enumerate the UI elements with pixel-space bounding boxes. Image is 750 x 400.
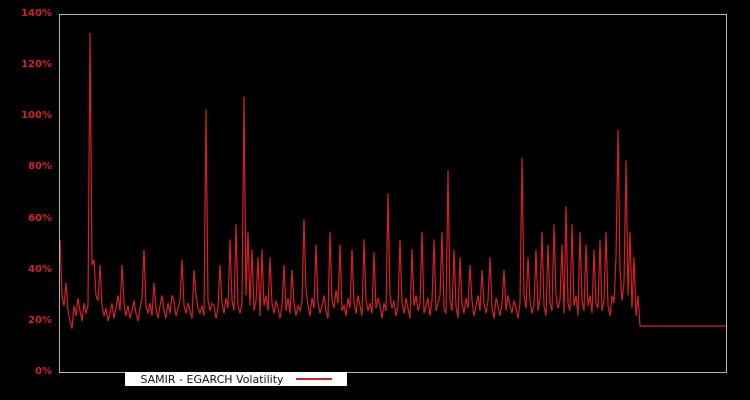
y-tick-label: 60% [28,212,52,224]
legend-label: SAMIR - EGARCH Volatility [140,372,284,386]
y-tick-label: 120% [21,59,52,71]
legend: SAMIR - EGARCH Volatility [125,372,347,386]
y-tick-label: 100% [21,110,52,122]
legend-line-sample-icon [295,378,332,380]
series-polyline [60,32,726,329]
y-tick-label: 0% [35,366,52,377]
y-tick-label: 20% [28,314,52,326]
y-tick-label: 40% [28,263,52,275]
y-tick-label: 140% [21,8,52,19]
y-tick-label: 80% [28,161,52,173]
plot-area: SAMIR - EGARCH Volatility [59,14,727,386]
volatility-series-line [60,32,726,329]
